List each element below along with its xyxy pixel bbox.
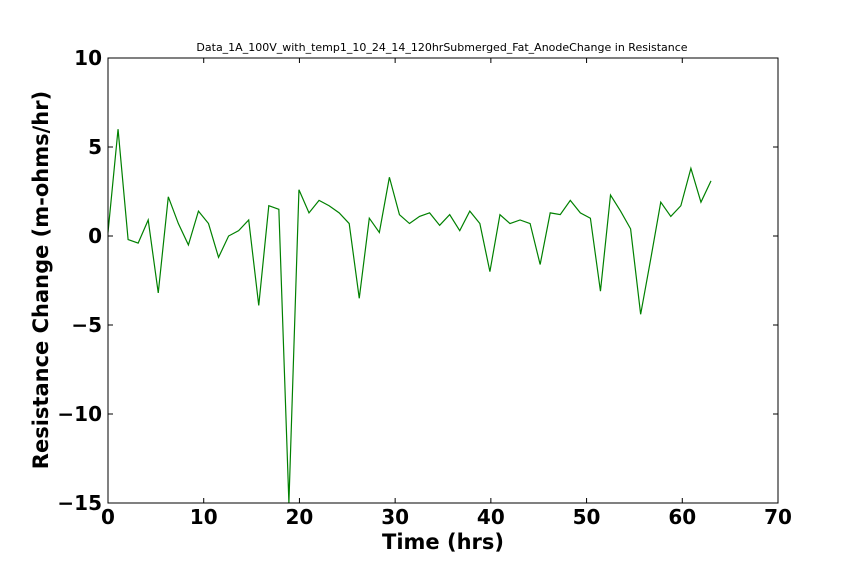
x-tick-label: 30	[381, 505, 409, 529]
plot-frame	[107, 57, 779, 504]
y-tick-label: −15	[57, 491, 102, 515]
y-tick-label: −5	[71, 313, 102, 337]
y-axis-label: Resistance Change (m-ohms/hr)	[29, 91, 53, 469]
x-axis-label: Time (hrs)	[382, 530, 504, 554]
series-layer	[107, 129, 712, 504]
y-tick-label: 10	[74, 46, 102, 70]
y-tick-label: −10	[57, 402, 102, 426]
x-tick-label: 70	[764, 505, 792, 529]
series-line-0	[107, 129, 712, 504]
chart-title: Data_1A_100V_with_temp1_10_24_14_120hrSu…	[196, 41, 687, 54]
y-tick-label: 5	[88, 135, 102, 159]
x-tick-label: 60	[668, 505, 696, 529]
x-tick-label: 40	[477, 505, 505, 529]
x-tick-label: 20	[286, 505, 314, 529]
x-tick-label: 10	[190, 505, 218, 529]
y-tick-label: 0	[88, 224, 102, 248]
x-tick-label: 50	[573, 505, 601, 529]
x-tick-label: 0	[101, 505, 115, 529]
